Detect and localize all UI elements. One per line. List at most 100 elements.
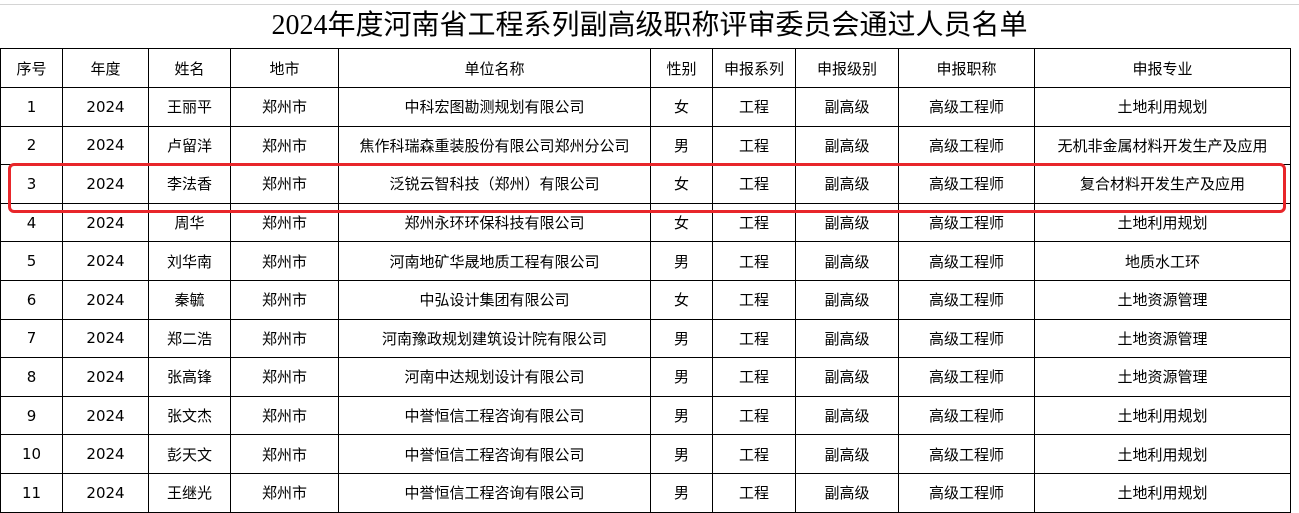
- cell-index[interactable]: 6: [0, 279, 63, 320]
- cell-title[interactable]: 高级工程师: [898, 357, 1035, 397]
- cell-specialty[interactable]: 土地利用规划: [1034, 202, 1291, 243]
- cell-year[interactable]: 2024: [62, 125, 149, 166]
- cell-name[interactable]: 周华: [148, 202, 231, 243]
- cell-index[interactable]: 10: [0, 434, 63, 474]
- cell-city[interactable]: 郑州市: [230, 241, 339, 281]
- cell-name[interactable]: 王继光: [148, 472, 231, 513]
- cell-index[interactable]: 9: [0, 395, 63, 436]
- cell-name[interactable]: 彭天文: [148, 434, 231, 474]
- cell-name[interactable]: 郑二浩: [148, 318, 231, 359]
- cell-specialty[interactable]: 地质水工环: [1034, 241, 1291, 281]
- cell-name[interactable]: 王丽平: [148, 87, 231, 127]
- cell-title[interactable]: 高级工程师: [898, 318, 1035, 359]
- cell-level[interactable]: 副高级: [795, 241, 899, 281]
- cell-name[interactable]: 李法香: [148, 164, 231, 204]
- cell-index[interactable]: 7: [0, 318, 63, 359]
- cell-level[interactable]: 副高级: [795, 357, 899, 397]
- cell-year[interactable]: 2024: [62, 318, 149, 359]
- cell-city[interactable]: 郑州市: [230, 87, 339, 127]
- cell-series[interactable]: 工程: [712, 357, 796, 397]
- cell-city[interactable]: 郑州市: [230, 318, 339, 359]
- cell-gender[interactable]: 男: [650, 357, 713, 397]
- cell-level[interactable]: 副高级: [795, 202, 899, 243]
- cell-year[interactable]: 2024: [62, 164, 149, 204]
- cell-series[interactable]: 工程: [712, 279, 796, 320]
- cell-series[interactable]: 工程: [712, 87, 796, 127]
- cell-city[interactable]: 郑州市: [230, 395, 339, 436]
- cell-year[interactable]: 2024: [62, 395, 149, 436]
- cell-level[interactable]: 副高级: [795, 395, 899, 436]
- cell-year[interactable]: 2024: [62, 241, 149, 281]
- cell-index[interactable]: 4: [0, 202, 63, 243]
- cell-index[interactable]: 8: [0, 357, 63, 397]
- cell-city[interactable]: 郑州市: [230, 125, 339, 166]
- cell-series[interactable]: 工程: [712, 434, 796, 474]
- cell-year[interactable]: 2024: [62, 357, 149, 397]
- cell-specialty[interactable]: 土地利用规划: [1034, 87, 1291, 127]
- cell-name[interactable]: 刘华南: [148, 241, 231, 281]
- cell-title[interactable]: 高级工程师: [898, 241, 1035, 281]
- cell-organization[interactable]: 中誉恒信工程咨询有限公司: [338, 395, 651, 436]
- cell-year[interactable]: 2024: [62, 279, 149, 320]
- cell-specialty[interactable]: 土地资源管理: [1034, 357, 1291, 397]
- cell-level[interactable]: 副高级: [795, 472, 899, 513]
- cell-title[interactable]: 高级工程师: [898, 164, 1035, 204]
- cell-name[interactable]: 张高锋: [148, 357, 231, 397]
- cell-level[interactable]: 副高级: [795, 87, 899, 127]
- cell-organization[interactable]: 河南中达规划设计有限公司: [338, 357, 651, 397]
- cell-specialty[interactable]: 土地利用规划: [1034, 472, 1291, 513]
- cell-level[interactable]: 副高级: [795, 318, 899, 359]
- cell-gender[interactable]: 男: [650, 395, 713, 436]
- cell-gender[interactable]: 女: [650, 279, 713, 320]
- cell-city[interactable]: 郑州市: [230, 202, 339, 243]
- cell-series[interactable]: 工程: [712, 395, 796, 436]
- cell-city[interactable]: 郑州市: [230, 279, 339, 320]
- cell-name[interactable]: 秦毓: [148, 279, 231, 320]
- cell-series[interactable]: 工程: [712, 318, 796, 359]
- cell-gender[interactable]: 男: [650, 434, 713, 474]
- cell-series[interactable]: 工程: [712, 241, 796, 281]
- cell-level[interactable]: 副高级: [795, 125, 899, 166]
- cell-index[interactable]: 3: [0, 164, 63, 204]
- cell-title[interactable]: 高级工程师: [898, 87, 1035, 127]
- cell-series[interactable]: 工程: [712, 164, 796, 204]
- cell-series[interactable]: 工程: [712, 125, 796, 166]
- cell-organization[interactable]: 中科宏图勘测规划有限公司: [338, 87, 651, 127]
- cell-index[interactable]: 11: [0, 472, 63, 513]
- cell-year[interactable]: 2024: [62, 202, 149, 243]
- cell-year[interactable]: 2024: [62, 472, 149, 513]
- cell-city[interactable]: 郑州市: [230, 164, 339, 204]
- cell-title[interactable]: 高级工程师: [898, 202, 1035, 243]
- cell-organization[interactable]: 河南豫政规划建筑设计院有限公司: [338, 318, 651, 359]
- cell-organization[interactable]: 河南地矿华晟地质工程有限公司: [338, 241, 651, 281]
- cell-series[interactable]: 工程: [712, 472, 796, 513]
- cell-title[interactable]: 高级工程师: [898, 125, 1035, 166]
- cell-title[interactable]: 高级工程师: [898, 472, 1035, 513]
- cell-name[interactable]: 卢留洋: [148, 125, 231, 166]
- cell-index[interactable]: 5: [0, 241, 63, 281]
- cell-gender[interactable]: 男: [650, 241, 713, 281]
- cell-specialty[interactable]: 无机非金属材料开发生产及应用: [1034, 125, 1291, 166]
- cell-specialty[interactable]: 土地资源管理: [1034, 318, 1291, 359]
- cell-year[interactable]: 2024: [62, 434, 149, 474]
- cell-specialty[interactable]: 土地资源管理: [1034, 279, 1291, 320]
- cell-index[interactable]: 2: [0, 125, 63, 166]
- cell-index[interactable]: 1: [0, 87, 63, 127]
- cell-gender[interactable]: 女: [650, 164, 713, 204]
- cell-series[interactable]: 工程: [712, 202, 796, 243]
- cell-title[interactable]: 高级工程师: [898, 395, 1035, 436]
- cell-year[interactable]: 2024: [62, 87, 149, 127]
- cell-city[interactable]: 郑州市: [230, 434, 339, 474]
- cell-title[interactable]: 高级工程师: [898, 279, 1035, 320]
- cell-name[interactable]: 张文杰: [148, 395, 231, 436]
- cell-title[interactable]: 高级工程师: [898, 434, 1035, 474]
- cell-gender[interactable]: 男: [650, 318, 713, 359]
- cell-level[interactable]: 副高级: [795, 279, 899, 320]
- cell-organization[interactable]: 中誉恒信工程咨询有限公司: [338, 472, 651, 513]
- cell-specialty[interactable]: 土地利用规划: [1034, 395, 1291, 436]
- cell-city[interactable]: 郑州市: [230, 357, 339, 397]
- cell-city[interactable]: 郑州市: [230, 472, 339, 513]
- cell-gender[interactable]: 男: [650, 472, 713, 513]
- cell-organization[interactable]: 焦作科瑞森重装股份有限公司郑州分公司: [338, 125, 651, 166]
- cell-organization[interactable]: 郑州永环环保科技有限公司: [338, 202, 651, 243]
